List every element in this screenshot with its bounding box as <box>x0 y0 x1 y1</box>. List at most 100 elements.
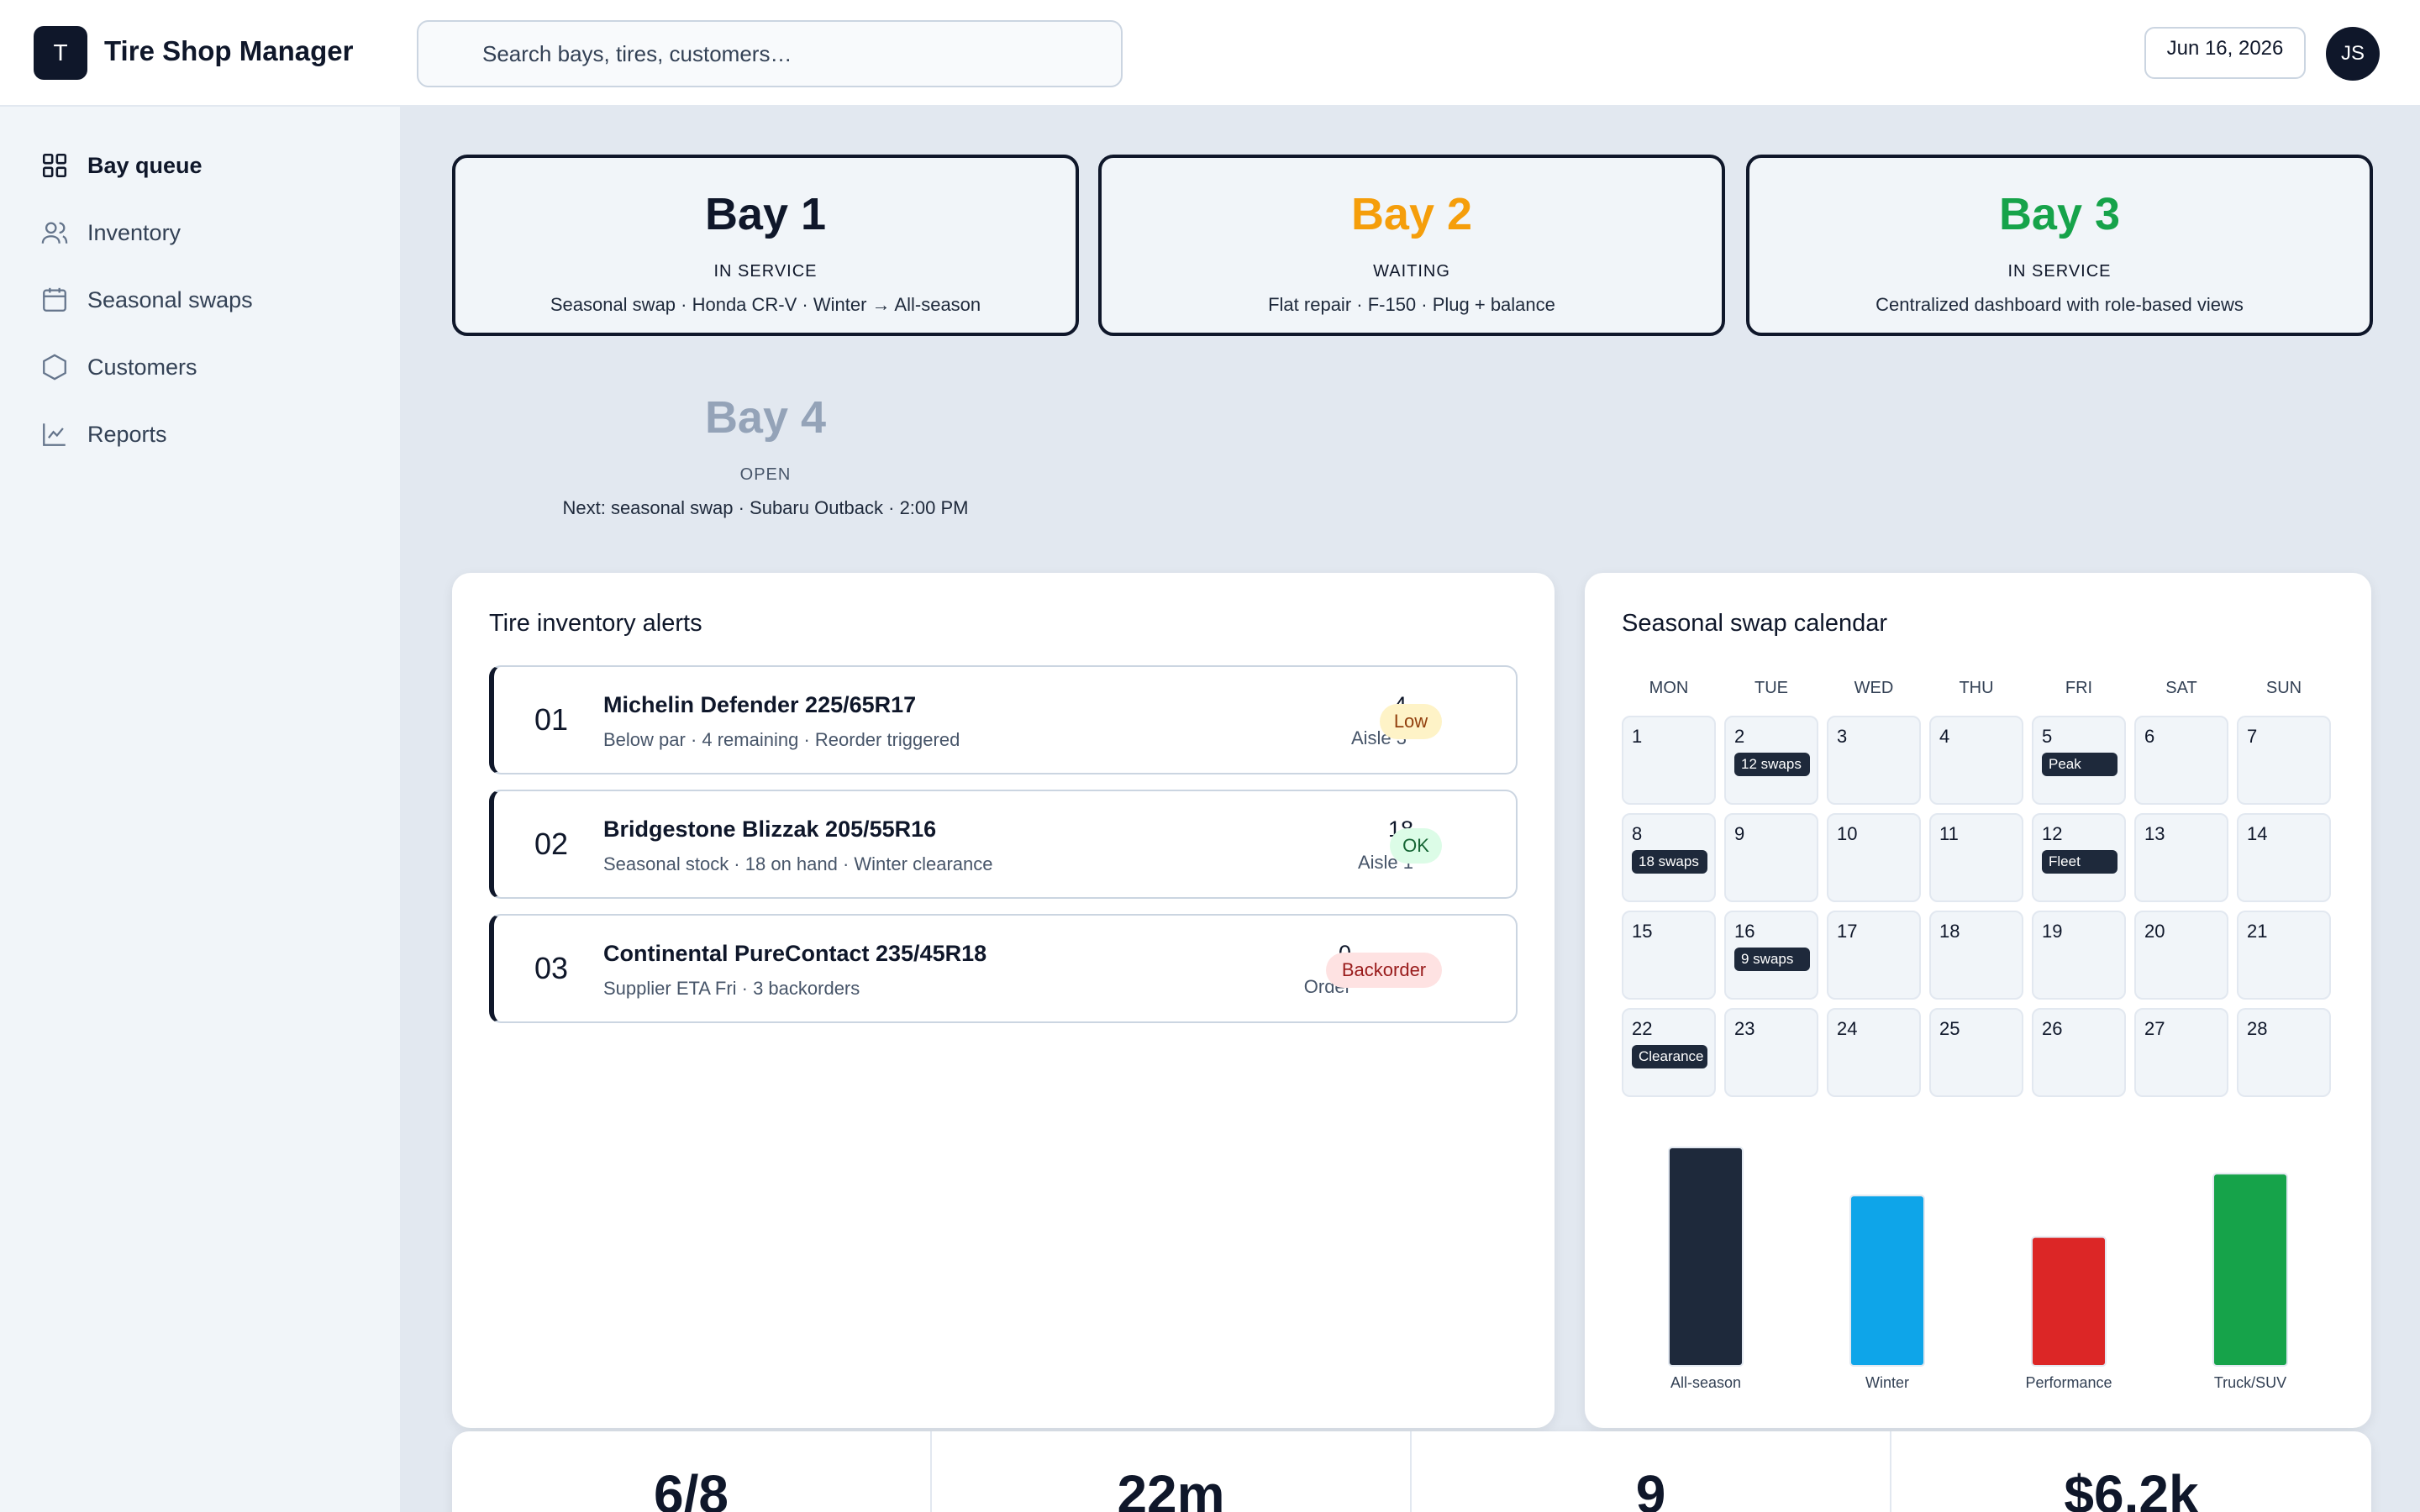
day-number: 16 <box>1734 921 1755 942</box>
alert-subtitle: Supplier ETA Fri · 3 backorders <box>603 978 860 999</box>
stat-tile: 6/8 <box>452 1431 932 1512</box>
calendar-day[interactable]: 20 <box>2134 911 2228 1000</box>
calendar-day[interactable]: 24 <box>1827 1008 1921 1097</box>
sidebar-item-customers[interactable]: Customers <box>40 347 197 387</box>
bay-card-4[interactable]: Bay 4 OPEN Next: seasonal swap · Subaru … <box>452 360 1079 541</box>
calendar-day[interactable]: 4 <box>1929 716 2023 805</box>
alert-name: Continental PureContact 235/45R18 <box>603 941 987 966</box>
stats-row: 6/8 22m 9 $6.2k <box>452 1431 2371 1512</box>
sidebar-item-label: Customers <box>87 354 197 380</box>
calendar-day[interactable]: 26 <box>2032 1008 2126 1097</box>
sidebar-item-label: Seasonal swaps <box>87 286 253 312</box>
inventory-alerts-panel: Tire inventory alerts 01 Michelin Defend… <box>452 573 1555 1428</box>
chart-bar[interactable] <box>1849 1194 1925 1367</box>
sidebar-item-seasonal-swaps[interactable]: Seasonal swaps <box>40 280 253 320</box>
stat-value: 6/8 <box>654 1464 729 1512</box>
weekday-header: TUE <box>1754 679 1788 697</box>
stat-tile: 22m <box>932 1431 1412 1512</box>
app-logo[interactable]: T <box>34 26 87 80</box>
users-icon <box>41 222 68 244</box>
alert-row[interactable]: 03 Continental PureContact 235/45R18 Sup… <box>489 914 1518 1023</box>
calendar-day[interactable]: 7 <box>2237 716 2331 805</box>
day-number: 1 <box>1632 726 1643 747</box>
calendar-day[interactable]: 10 <box>1827 813 1921 902</box>
day-number: 15 <box>1632 921 1653 942</box>
date-button[interactable]: Jun 16, 2026 <box>2144 27 2306 79</box>
alert-subtitle: Below par · 4 remaining · Reorder trigge… <box>603 729 960 750</box>
day-number: 18 <box>1939 921 1960 942</box>
chart-bar[interactable] <box>2212 1173 2288 1367</box>
calendar-day[interactable]: 1 <box>1622 716 1716 805</box>
stat-value: $6.2k <box>2064 1464 2199 1512</box>
calendar-day[interactable]: 2 12 swaps <box>1724 716 1818 805</box>
sidebar-item-bay-queue[interactable]: Bay queue <box>40 145 203 186</box>
bay-status: IN SERVICE <box>2007 262 2112 281</box>
search-icon <box>441 46 459 64</box>
search-box[interactable] <box>417 20 1123 87</box>
user-avatar[interactable]: JS <box>2326 27 2380 81</box>
bay-card-2[interactable]: Bay 2 WAITING Flat repair · F-150 · Plug… <box>1098 155 1725 336</box>
calendar-day[interactable]: 6 <box>2134 716 2228 805</box>
stat-value: 9 <box>1635 1464 1666 1512</box>
weekday-header: THU <box>1959 679 1994 697</box>
sidebar-item-label: Reports <box>87 421 167 447</box>
status-badge: Low <box>1380 704 1442 739</box>
status-badge: OK <box>1390 828 1442 864</box>
day-number: 3 <box>1837 726 1848 747</box>
weekday-header: SAT <box>2165 679 2197 697</box>
bay-card-1[interactable]: Bay 1 IN SERVICE Seasonal swap · Honda C… <box>452 155 1079 336</box>
grid-icon <box>42 153 67 178</box>
day-tag: 12 swaps <box>1734 753 1810 776</box>
weekday-header: SUN <box>2265 679 2302 697</box>
calendar-day[interactable]: 15 <box>1622 911 1716 1000</box>
calendar-day[interactable]: 13 <box>2134 813 2228 902</box>
app-title: Tire Shop Manager <box>104 35 354 66</box>
bay-card-3[interactable]: Bay 3 IN SERVICE Centralized dashboard w… <box>1746 155 2373 336</box>
chart-category-label: All-season <box>1670 1374 1742 1391</box>
day-number: 13 <box>2144 823 2165 844</box>
sidebar-item-reports[interactable]: Reports <box>40 414 167 454</box>
calendar-day[interactable]: 17 <box>1827 911 1921 1000</box>
bay-title: Bay 4 <box>704 392 827 443</box>
calendar-day[interactable]: 16 9 swaps <box>1724 911 1818 1000</box>
day-number: 4 <box>1939 726 1950 747</box>
chart-bar[interactable] <box>1668 1147 1744 1367</box>
calendar-day[interactable]: 28 <box>2237 1008 2331 1097</box>
day-number: 19 <box>2042 921 2063 942</box>
calendar-day[interactable]: 21 <box>2237 911 2331 1000</box>
bay-description: Next: seasonal swap · Subaru Outback · 2… <box>562 497 969 518</box>
top-bar: T Tire Shop Manager Jun 16, 2026 JS <box>0 0 2420 107</box>
calendar-day[interactable]: 22 Clearance <box>1622 1008 1716 1097</box>
day-number: 21 <box>2247 921 2268 942</box>
alert-row[interactable]: 02 Bridgestone Blizzak 205/55R16 Seasona… <box>489 790 1518 899</box>
bay-description: Centralized dashboard with role-based vi… <box>1876 294 2244 315</box>
calendar-day[interactable]: 25 <box>1929 1008 2023 1097</box>
status-badge: Backorder <box>1326 953 1442 988</box>
calendar-day[interactable]: 27 <box>2134 1008 2228 1097</box>
calendar-day[interactable]: 23 <box>1724 1008 1818 1097</box>
bay-title: Bay 1 <box>704 189 827 239</box>
alert-number: 02 <box>534 827 569 861</box>
day-number: 17 <box>1837 921 1858 942</box>
calendar-day[interactable]: 19 <box>2032 911 2126 1000</box>
calendar-day[interactable]: 14 <box>2237 813 2331 902</box>
bay-title: Bay 2 <box>1350 189 1473 239</box>
chart-bar[interactable] <box>2031 1236 2107 1367</box>
calendar-day[interactable]: 12 Fleet <box>2032 813 2126 902</box>
calendar-day[interactable]: 18 <box>1929 911 2023 1000</box>
day-number: 9 <box>1734 823 1745 844</box>
calendar-day[interactable]: 11 <box>1929 813 2023 902</box>
calendar-day[interactable]: 3 <box>1827 716 1921 805</box>
stat-tile: 9 <box>1412 1431 1891 1512</box>
sidebar: Bay queue Inventory Seasonal swaps Custo… <box>0 107 402 1512</box>
calendar-day[interactable]: 9 <box>1724 813 1818 902</box>
calendar-day[interactable]: 8 18 swaps <box>1622 813 1716 902</box>
calendar-day[interactable]: 5 Peak <box>2032 716 2126 805</box>
alert-name: Michelin Defender 225/65R17 <box>603 692 917 717</box>
bay-status: IN SERVICE <box>713 262 818 281</box>
day-number: 12 <box>2042 823 2063 844</box>
alert-row[interactable]: 01 Michelin Defender 225/65R17 Below par… <box>489 665 1518 774</box>
search-input[interactable] <box>482 22 1104 86</box>
sidebar-item-inventory[interactable]: Inventory <box>40 213 181 253</box>
day-number: 11 <box>1939 823 1959 844</box>
